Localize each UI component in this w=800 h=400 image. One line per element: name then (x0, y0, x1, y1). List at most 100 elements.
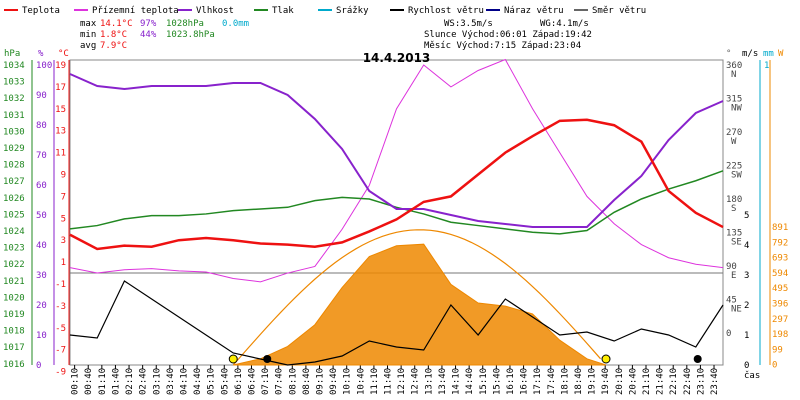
temp-tick: -9 (55, 368, 66, 378)
temp-tick: 3 (61, 236, 66, 246)
axis-unit-time: čas (744, 370, 760, 381)
pct-tick: 80 (36, 121, 47, 131)
w-tick: 0 (772, 361, 777, 371)
temp-tick: 5 (61, 214, 66, 224)
x-tick-label: 14:10 (452, 368, 462, 395)
pct-tick: 100 (36, 61, 52, 71)
pct-tick: 40 (36, 241, 47, 251)
stats-min-press: 1023.8hPa (166, 30, 215, 40)
temp-tick: 13 (55, 127, 66, 137)
hpa-tick: 1027 (3, 177, 25, 187)
sun-arc (232, 229, 602, 366)
x-tick-label: 22:40 (683, 368, 693, 395)
x-tick-label: 07:40 (275, 368, 285, 395)
x-tick-label: 13:10 (424, 368, 434, 395)
hpa-tick: 1024 (3, 227, 25, 237)
dir-tick: 180 (726, 195, 742, 205)
pct-tick: 10 (36, 331, 47, 341)
pct-tick: 70 (36, 151, 47, 161)
temp-tick: -1 (55, 280, 66, 290)
x-tick-label: 16:40 (520, 368, 530, 395)
axis-unit-w: W (778, 49, 784, 59)
x-tick-label: 06:40 (247, 368, 257, 395)
x-tick-label: 21:40 (656, 368, 666, 395)
temp-tick: -7 (55, 346, 66, 356)
x-tick-label: 11:40 (384, 368, 394, 395)
hpa-tick: 1016 (3, 360, 25, 370)
temp-tick: 15 (55, 105, 66, 115)
dir-label: N (731, 70, 736, 80)
legend-label: Teplota (22, 6, 60, 16)
hpa-tick: 1029 (3, 144, 25, 154)
ms-tick: 4 (744, 241, 749, 251)
w-tick: 99 (772, 345, 783, 355)
x-tick-label: 17:40 (547, 368, 557, 395)
temp-tick: 19 (55, 61, 66, 71)
legend-label: Rychlost větru (408, 6, 484, 16)
moonset-marker (693, 355, 702, 363)
x-tick-label: 01:40 (111, 368, 121, 395)
sunset-marker (601, 354, 611, 364)
hpa-tick: 1028 (3, 161, 25, 171)
w-tick: 297 (772, 315, 788, 325)
stats-avg-temp: 7.9°C (100, 41, 127, 51)
dir-label: SW (731, 171, 742, 181)
hpa-tick: 1026 (3, 194, 25, 204)
x-tick-label: 10:10 (343, 368, 353, 395)
axis-unit-dir: ° (726, 49, 731, 59)
axis-unit-pct: % (38, 49, 44, 59)
stats-max-temp: 14.1°C (100, 19, 133, 29)
wind-speed-line (69, 280, 724, 366)
x-tick-label: 02:40 (139, 368, 149, 395)
x-tick-label: 03:40 (166, 368, 176, 395)
temp-tick: -5 (55, 324, 66, 334)
dir-label: NW (731, 104, 742, 114)
x-tick-label: 12:40 (411, 368, 421, 395)
legend-label: Směr větru (592, 6, 646, 16)
temp-tick: 7 (61, 192, 66, 202)
hpa-tick: 1017 (3, 343, 25, 353)
axis-unit-ms: m/s (742, 49, 758, 59)
dir-tick: 135 (726, 229, 742, 239)
ms-tick: 1 (744, 331, 749, 341)
pressure-line (69, 170, 724, 235)
temp-tick: -3 (55, 302, 66, 312)
legend-label: Náraz větru (504, 6, 564, 16)
hpa-tick: 1032 (3, 94, 25, 104)
x-tick-label: 05:40 (220, 368, 230, 395)
pct-tick: 0 (36, 361, 41, 371)
info-moon: Měsíc Východ:7:15 Západ:23:04 (424, 41, 581, 51)
hpa-tick: 1021 (3, 277, 25, 287)
ms-tick: 3 (744, 271, 749, 281)
x-tick-label: 23:10 (696, 368, 706, 395)
axis-unit-temp: °C (58, 49, 69, 59)
w-tick: 693 (772, 254, 788, 264)
x-tick-label: 19:10 (588, 368, 598, 395)
temp-tick: 9 (61, 171, 66, 181)
stats-max-press: 1028hPa (166, 19, 204, 29)
x-tick-label: 09:10 (316, 368, 326, 395)
x-tick-label: 08:40 (302, 368, 312, 395)
dir-label: NE (731, 305, 742, 315)
x-tick-label: 09:40 (329, 368, 339, 395)
ms-tick: 5 (744, 211, 749, 221)
dir-label: W (731, 137, 737, 147)
w-tick: 792 (772, 238, 788, 248)
dir-tick: 90 (726, 262, 737, 272)
info-sun: Slunce Východ:06:01 Západ:19:42 (424, 30, 592, 40)
axis-unit-hpa: hPa (4, 49, 20, 59)
dir-tick: 45 (726, 296, 737, 306)
stats-avg-label: avg (80, 41, 96, 51)
w-tick: 594 (772, 269, 788, 279)
hpa-tick: 1022 (3, 260, 25, 270)
legend-label: Vlhkost (196, 6, 234, 16)
solar-area (233, 243, 607, 366)
x-tick-label: 21:10 (642, 368, 652, 395)
pct-tick: 20 (36, 301, 47, 311)
stats-max-label: max (80, 19, 97, 29)
dir-tick: 0 (726, 329, 731, 339)
humidity-line (69, 73, 724, 228)
stats-max-hum: 97% (140, 19, 157, 29)
hpa-tick: 1031 (3, 111, 25, 121)
